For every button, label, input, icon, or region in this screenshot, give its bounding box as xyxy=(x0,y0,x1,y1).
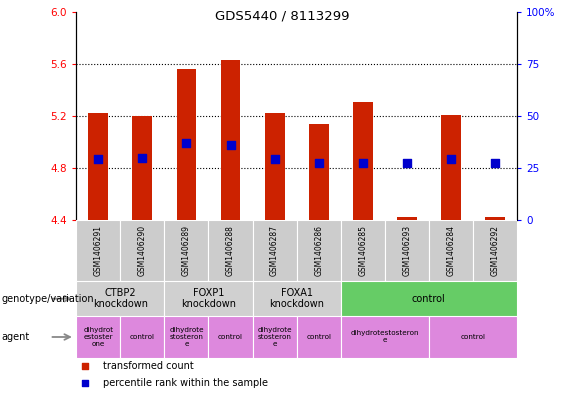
Bar xyxy=(76,316,120,358)
Text: transformed count: transformed count xyxy=(103,361,193,371)
Bar xyxy=(429,316,517,358)
Bar xyxy=(88,113,108,220)
Text: control: control xyxy=(306,334,331,340)
Bar xyxy=(208,316,253,358)
Text: GSM1406289: GSM1406289 xyxy=(182,225,191,276)
Point xyxy=(138,154,147,161)
Point xyxy=(446,156,455,162)
Text: GSM1406286: GSM1406286 xyxy=(314,225,323,276)
Bar xyxy=(341,316,429,358)
Bar xyxy=(176,69,197,220)
Text: genotype/variation: genotype/variation xyxy=(2,294,94,304)
Text: GSM1406292: GSM1406292 xyxy=(490,225,499,276)
Bar xyxy=(308,124,329,220)
Text: GSM1406284: GSM1406284 xyxy=(446,225,455,276)
Text: GDS5440 / 8113299: GDS5440 / 8113299 xyxy=(215,10,350,23)
Bar xyxy=(76,281,164,316)
Text: dihydrot
estoster
one: dihydrot estoster one xyxy=(83,327,114,347)
Text: dihydrote
stosteron
e: dihydrote stosteron e xyxy=(257,327,292,347)
Bar xyxy=(164,220,208,281)
Text: control: control xyxy=(130,334,155,340)
Bar xyxy=(385,220,429,281)
Bar xyxy=(397,217,417,220)
Text: FOXP1
knockdown: FOXP1 knockdown xyxy=(181,288,236,309)
Bar xyxy=(341,220,385,281)
Bar xyxy=(164,281,253,316)
Bar xyxy=(132,116,153,220)
Text: dihydrotestosteron
e: dihydrotestosteron e xyxy=(350,331,419,343)
Text: CTBP2
knockdown: CTBP2 knockdown xyxy=(93,288,148,309)
Text: agent: agent xyxy=(2,332,30,342)
Point xyxy=(270,156,279,162)
Text: control: control xyxy=(218,334,243,340)
Bar xyxy=(485,217,505,220)
Text: GSM1406285: GSM1406285 xyxy=(358,225,367,276)
Text: control: control xyxy=(412,294,446,304)
Text: GSM1406287: GSM1406287 xyxy=(270,225,279,276)
Bar xyxy=(473,220,517,281)
Bar xyxy=(264,113,285,220)
Bar xyxy=(164,316,208,358)
Point xyxy=(81,380,90,386)
Bar xyxy=(253,281,341,316)
Text: GSM1406290: GSM1406290 xyxy=(138,225,147,276)
Point xyxy=(226,141,235,148)
Bar xyxy=(297,220,341,281)
Point xyxy=(81,363,90,369)
Text: FOXA1
knockdown: FOXA1 knockdown xyxy=(269,288,324,309)
Bar xyxy=(253,220,297,281)
Point xyxy=(490,160,499,166)
Point xyxy=(358,160,367,166)
Bar xyxy=(353,102,373,220)
Bar xyxy=(120,220,164,281)
Point xyxy=(182,140,191,147)
Point xyxy=(314,160,323,166)
Bar xyxy=(341,281,517,316)
Bar xyxy=(120,316,164,358)
Text: dihydrote
stosteron
e: dihydrote stosteron e xyxy=(169,327,204,347)
Bar xyxy=(208,220,253,281)
Text: GSM1406288: GSM1406288 xyxy=(226,225,235,276)
Text: control: control xyxy=(460,334,485,340)
Bar xyxy=(441,115,461,220)
Bar xyxy=(429,220,473,281)
Text: percentile rank within the sample: percentile rank within the sample xyxy=(103,378,268,387)
Bar xyxy=(253,316,297,358)
Bar xyxy=(297,316,341,358)
Text: GSM1406291: GSM1406291 xyxy=(94,225,103,276)
Text: GSM1406293: GSM1406293 xyxy=(402,225,411,276)
Bar xyxy=(220,60,241,220)
Bar xyxy=(76,220,120,281)
Point xyxy=(94,156,103,162)
Point xyxy=(402,160,411,166)
